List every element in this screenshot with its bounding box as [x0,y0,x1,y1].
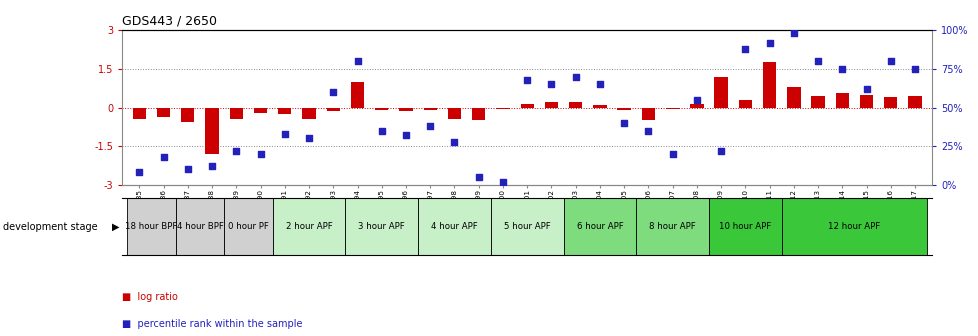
Bar [181,108,195,122]
Bar [399,108,413,112]
Bar [636,198,708,255]
Bar [544,102,557,108]
Text: GDS443 / 2650: GDS443 / 2650 [122,15,217,28]
Bar [738,100,751,108]
Point [228,148,244,154]
Text: 5 hour APF: 5 hour APF [504,222,550,231]
Text: ▶: ▶ [111,222,119,232]
Bar [593,105,606,108]
Point [567,74,583,79]
Point [301,136,317,141]
Point [277,131,292,136]
Bar [490,198,563,255]
Bar [714,77,727,108]
Bar [563,198,636,255]
Bar [471,108,485,120]
Bar [327,108,339,111]
Text: 4 hour BPF: 4 hour BPF [176,222,223,231]
Bar [665,108,679,109]
Point [325,89,340,95]
Text: 2 hour APF: 2 hour APF [286,222,333,231]
Bar [908,96,920,108]
Bar [345,198,418,255]
Point [592,82,607,87]
Bar [568,102,582,108]
Bar [708,198,780,255]
Bar [205,108,218,154]
Point [616,120,632,126]
Bar [273,198,345,255]
Text: 18 hour BPF: 18 hour BPF [125,222,177,231]
Point [470,174,486,180]
Bar [224,198,273,255]
Bar [520,104,533,108]
Bar [786,87,800,108]
Bar [811,96,823,108]
Point [761,40,777,45]
Text: 8 hour APF: 8 hour APF [648,222,695,231]
Point [156,154,171,160]
Bar [302,108,315,119]
Point [664,151,680,157]
Bar [375,108,388,110]
Text: ■  percentile rank within the sample: ■ percentile rank within the sample [122,319,302,329]
Bar [423,108,436,110]
Point [810,58,825,64]
Point [204,164,220,169]
Point [495,179,511,184]
Point [543,82,558,87]
Point [882,58,898,64]
Bar [156,108,170,117]
Bar [253,108,267,113]
Point [518,77,534,82]
Bar [350,82,364,108]
Text: development stage: development stage [3,222,98,232]
Bar [447,108,461,119]
Text: 0 hour PF: 0 hour PF [228,222,269,231]
Point [446,139,462,144]
Point [374,128,389,133]
Bar [859,95,872,108]
Text: 12 hour APF: 12 hour APF [827,222,879,231]
Bar [496,108,510,109]
Point [131,170,147,175]
Bar [762,62,776,108]
Point [713,148,729,154]
Point [398,133,414,138]
Text: 4 hour APF: 4 hour APF [430,222,477,231]
Text: 6 hour APF: 6 hour APF [576,222,623,231]
Bar [641,108,654,120]
Point [907,66,922,72]
Point [858,86,873,92]
Bar [278,108,291,114]
Bar [780,198,926,255]
Bar [127,198,175,255]
Bar [835,93,848,108]
Point [785,31,801,36]
Bar [617,108,630,110]
Point [180,167,196,172]
Point [736,46,752,51]
Bar [175,198,224,255]
Point [833,66,849,72]
Point [689,97,704,102]
Point [349,58,365,64]
Point [252,151,268,157]
Point [640,128,655,133]
Bar [418,198,490,255]
Text: 10 hour APF: 10 hour APF [719,222,771,231]
Point [422,123,437,129]
Bar [230,108,243,119]
Text: ■  log ratio: ■ log ratio [122,292,178,302]
Text: 3 hour APF: 3 hour APF [358,222,405,231]
Bar [883,97,897,108]
Bar [133,108,146,119]
Bar [689,103,703,108]
